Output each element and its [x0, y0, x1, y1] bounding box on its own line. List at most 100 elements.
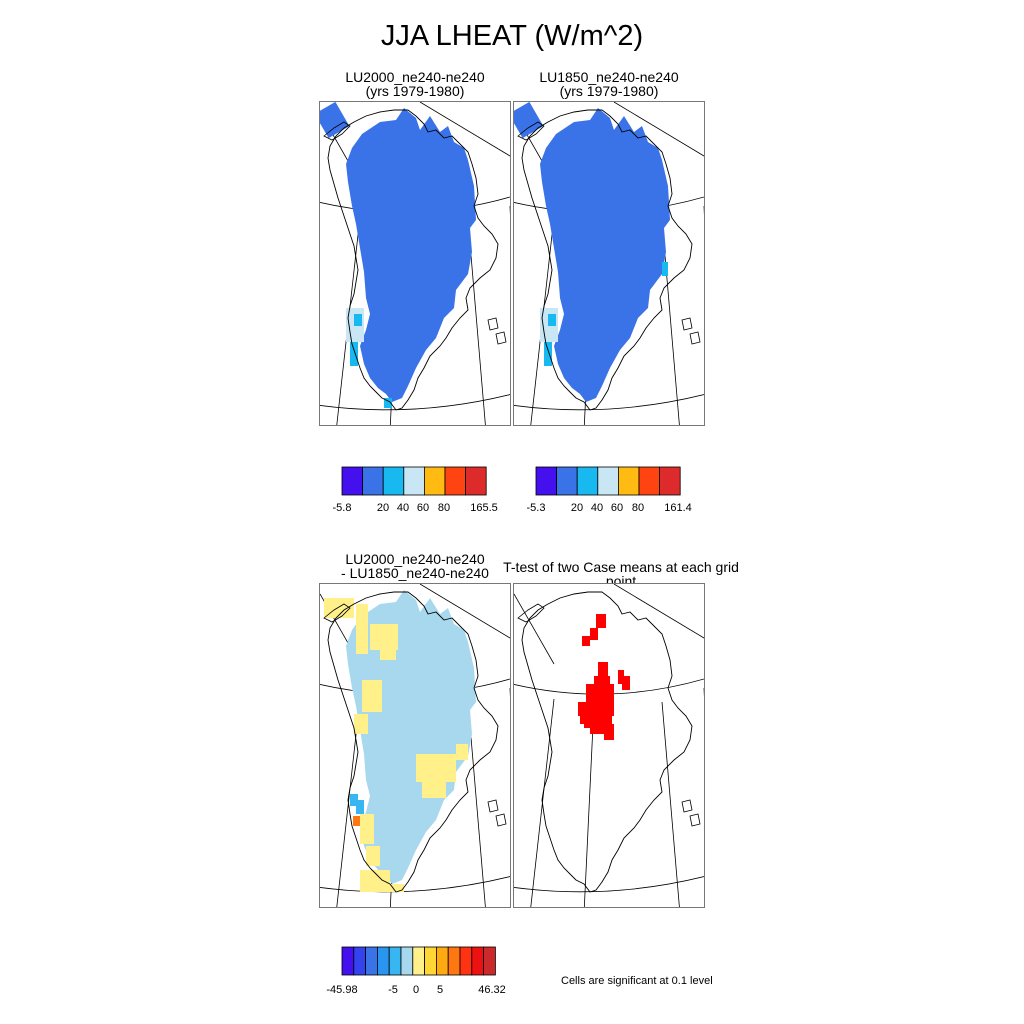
coastline: [323, 109, 507, 411]
longitude-line: [419, 584, 510, 639]
panel-title-line2: - LU1850_ne240-ne240: [341, 565, 489, 581]
cb-label-60: 60: [610, 502, 624, 514]
colorbar-box: [412, 946, 426, 976]
difference-yellow-cell: [390, 884, 404, 892]
colorbar-box: [365, 946, 378, 976]
lheat-field: [514, 102, 670, 402]
difference-blue-cell: [356, 800, 364, 814]
significant-cell: [596, 614, 606, 628]
greenland-coastline: [327, 109, 499, 411]
colorbar-box: [382, 466, 405, 496]
significant-cell: [586, 684, 614, 704]
longitude-line: [336, 698, 361, 907]
ice-sheet-field: [540, 108, 670, 402]
map-lu2000: [320, 102, 510, 425]
greenland-coastline: [521, 109, 693, 411]
island-coastline: [681, 799, 693, 813]
cb-label-max: 165.5: [470, 502, 498, 514]
cb-label-max: 161.4: [664, 502, 692, 514]
colorbar-box: [362, 466, 384, 496]
colorbar-box: [403, 466, 425, 496]
panel-title-line2: (yrs 1979-1980): [365, 83, 465, 99]
colorbar-box: [618, 466, 640, 496]
cb-label-20: 20: [376, 502, 390, 514]
colorbar-box: [400, 946, 414, 976]
longitude-line: [613, 584, 704, 639]
colorbar-box: [638, 466, 661, 496]
cb-label-max: 46.32: [478, 984, 506, 996]
panel-title-line1: LU1850_ne240-ne240: [539, 69, 679, 85]
cb-label-5: 5: [436, 984, 444, 996]
colorbar-box: [597, 466, 619, 496]
difference-yellow-cell: [324, 598, 354, 618]
cyan-coastal-field: [548, 314, 556, 326]
colorbar-box: [341, 466, 364, 496]
colorbar-box: [576, 466, 599, 496]
island-coastline: [689, 331, 701, 345]
colorbar-box: [424, 946, 437, 976]
significant-cell: [590, 628, 598, 640]
colorbar-box: [471, 946, 485, 976]
colorbar-boxes: [341, 946, 496, 976]
island-coastline: [681, 317, 693, 331]
colorbar-box: [436, 946, 449, 976]
greenland-coastline: [521, 591, 693, 893]
longitude-line: [661, 701, 680, 907]
cb-label-neg5: -5: [388, 984, 398, 996]
colorbar-box: [424, 466, 446, 496]
latitude-line: [320, 394, 510, 411]
cyan-east-field: [662, 262, 668, 276]
panel-title-lu2000: LU2000_ne240-ne240 (yrs 1979-1980): [319, 70, 511, 98]
island-coastline: [689, 813, 701, 827]
island-coastline: [323, 603, 351, 623]
island-coastline: [323, 121, 351, 141]
longitude-line: [530, 698, 555, 907]
panel-title-line2: (yrs 1979-1980): [559, 83, 659, 99]
colorbar-box: [377, 946, 390, 976]
difference-yellow-cell: [380, 646, 396, 660]
colorbar-box: [353, 946, 366, 976]
cb-label-40: 40: [396, 502, 410, 514]
difference-field: [324, 590, 476, 892]
map-panel-ttest: [513, 583, 705, 908]
significance-note: Cells are significant at 0.1 level: [561, 975, 713, 987]
cyan-coastal-field: [354, 314, 362, 326]
main-title: JJA LHEAT (W/m^2): [380, 20, 644, 52]
difference-yellow-cell: [362, 680, 382, 712]
ice-sheet-field: [346, 108, 476, 402]
colorbar-box: [659, 466, 681, 496]
colorbar-box: [388, 946, 402, 976]
lheat-field: [320, 102, 476, 408]
colorbar-box: [444, 466, 467, 496]
significant-cell: [622, 676, 630, 690]
significant-cell: [598, 662, 608, 676]
cb-label-0: 0: [412, 984, 420, 996]
greenland-coastline: [327, 591, 499, 893]
significant-cells: [578, 614, 630, 740]
colorbar-boxes: [535, 466, 681, 496]
colorbar-box: [535, 466, 558, 496]
cyan-coastal-field: [544, 342, 552, 366]
latitude-line: [320, 876, 510, 893]
cb-label-min: -5.8: [332, 502, 352, 514]
cb-label-60: 60: [416, 502, 430, 514]
colorbar-boxes: [341, 466, 487, 496]
significant-cell: [618, 670, 624, 684]
difference-light-blue-field: [346, 590, 476, 884]
colorbar-box: [465, 466, 487, 496]
longitude-line: [583, 703, 595, 907]
difference-blue-cell: [350, 794, 358, 806]
coastline: [323, 591, 507, 893]
northwest-field: [320, 102, 350, 139]
panel-title-lu1850: LU1850_ne240-ne240 (yrs 1979-1980): [513, 70, 705, 98]
longitude-line: [514, 593, 555, 665]
island-coastline: [487, 317, 499, 331]
longitude-line: [613, 102, 704, 157]
significant-cell: [582, 636, 590, 646]
difference-yellow-cell: [360, 814, 374, 844]
panel-title-line1: LU2000_ne240-ne240: [345, 551, 485, 567]
significant-cell: [590, 724, 614, 734]
colorbar-lu2000: -5.8 20 40 60 80 165.5: [330, 466, 510, 526]
panel-title-line1: LU2000_ne240-ne240: [345, 69, 485, 85]
map-ttest: [514, 584, 704, 907]
